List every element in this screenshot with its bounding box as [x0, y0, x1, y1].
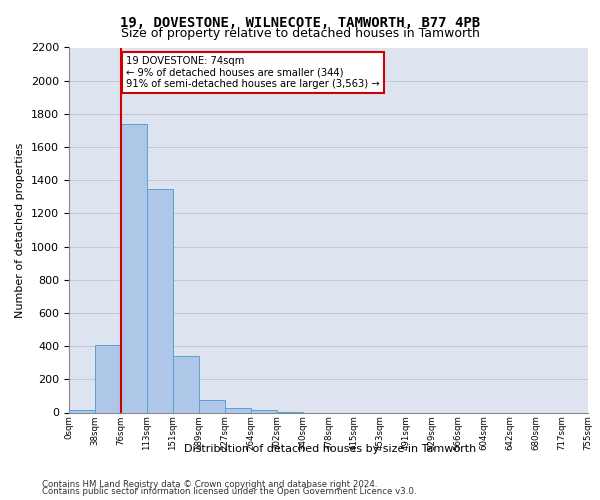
Bar	[121, 124, 147, 412]
Bar	[199, 400, 224, 412]
Bar	[251, 410, 277, 412]
Text: Size of property relative to detached houses in Tamworth: Size of property relative to detached ho…	[121, 26, 479, 40]
Bar	[147, 190, 173, 412]
Bar	[225, 408, 251, 412]
Text: Contains public sector information licensed under the Open Government Licence v3: Contains public sector information licen…	[42, 488, 416, 496]
Text: 19 DOVESTONE: 74sqm
← 9% of detached houses are smaller (344)
91% of semi-detach: 19 DOVESTONE: 74sqm ← 9% of detached hou…	[126, 56, 380, 89]
Y-axis label: Number of detached properties: Number of detached properties	[16, 142, 25, 318]
Bar	[69, 410, 95, 412]
Text: Contains HM Land Registry data © Crown copyright and database right 2024.: Contains HM Land Registry data © Crown c…	[42, 480, 377, 489]
Bar	[173, 356, 199, 412]
Text: 19, DOVESTONE, WILNECOTE, TAMWORTH, B77 4PB: 19, DOVESTONE, WILNECOTE, TAMWORTH, B77 …	[120, 16, 480, 30]
Bar	[95, 346, 121, 412]
Text: Distribution of detached houses by size in Tamworth: Distribution of detached houses by size …	[184, 444, 476, 454]
